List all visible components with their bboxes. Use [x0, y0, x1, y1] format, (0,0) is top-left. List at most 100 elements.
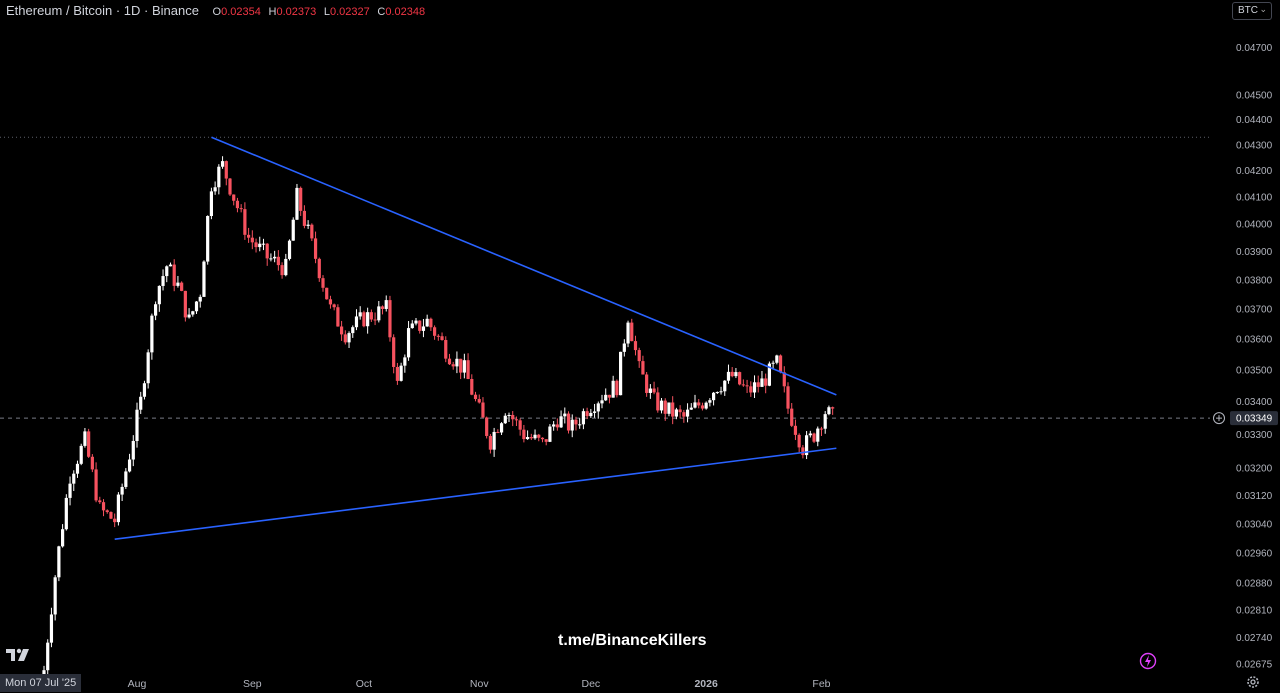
tradingview-logo-icon[interactable]	[6, 647, 32, 663]
y-tick-label: 0.03300	[1236, 430, 1273, 441]
candle-up	[64, 497, 68, 530]
candle-down	[362, 312, 366, 327]
candle-down	[537, 434, 541, 438]
candle-up	[46, 642, 50, 671]
candle-down	[302, 210, 306, 226]
candle-up	[306, 224, 310, 226]
gear-icon[interactable]	[1245, 674, 1261, 690]
candle-down	[440, 336, 444, 341]
candle-down	[90, 456, 94, 470]
chevron-down-icon: ⌄	[1259, 4, 1267, 14]
candle-up	[559, 416, 563, 428]
candle-down	[336, 307, 340, 327]
candle-up	[187, 314, 191, 318]
candle-down	[105, 510, 109, 513]
candle-down	[299, 187, 303, 211]
high-value: 0.02373	[276, 6, 317, 18]
candle-up	[421, 326, 426, 331]
candle-up	[120, 486, 124, 495]
candle-up	[406, 328, 411, 358]
x-tick-label: Oct	[356, 678, 372, 690]
candle-down	[313, 238, 318, 259]
candle-down	[741, 384, 745, 386]
candle-up	[648, 388, 652, 393]
candle-up	[674, 409, 678, 417]
candle-down	[585, 411, 589, 417]
candle-up	[131, 440, 135, 460]
candle-up	[116, 494, 120, 523]
candle-up	[168, 264, 173, 267]
candle-up	[75, 463, 80, 474]
candle-down	[529, 437, 533, 439]
y-tick-label: 0.03400	[1236, 397, 1273, 408]
candle-up	[767, 363, 771, 386]
candle-down	[473, 394, 478, 400]
high-label: H	[268, 6, 277, 18]
candle-up	[157, 285, 161, 305]
candle-up	[72, 473, 76, 484]
candle-up	[581, 411, 585, 425]
candle-down	[615, 380, 619, 396]
candle-down	[764, 378, 768, 386]
candle-down	[98, 500, 102, 503]
candle-up	[533, 434, 537, 439]
candle-down	[555, 424, 559, 428]
trendline-upper	[211, 136, 837, 396]
candle-up	[61, 529, 65, 547]
candle-down	[749, 386, 753, 393]
candle-up	[206, 216, 210, 262]
candle-down	[812, 433, 816, 442]
y-tick-label: 0.04500	[1236, 91, 1273, 102]
candle-down	[481, 402, 485, 418]
price-axis	[1210, 20, 1280, 693]
plus-circle-icon	[1213, 412, 1225, 425]
candle-down	[797, 434, 801, 448]
candle-up	[258, 243, 262, 248]
y-tick-label: 0.04000	[1236, 219, 1273, 230]
candle-up	[198, 296, 202, 302]
candle-up	[589, 412, 593, 417]
candle-up	[384, 300, 388, 309]
candle-up	[715, 392, 719, 394]
open-label: O	[212, 6, 222, 18]
candle-up	[689, 407, 693, 410]
x-tick-label: 2026	[694, 678, 718, 690]
candle-up	[399, 365, 403, 381]
candle-up	[347, 333, 351, 343]
candle-down	[514, 419, 519, 421]
candle-down	[247, 234, 251, 238]
candle-down	[418, 320, 422, 331]
candle-up	[619, 351, 623, 396]
close-value: 0.02348	[385, 6, 426, 18]
candle-up	[269, 258, 273, 260]
lightning-icon[interactable]	[1139, 652, 1157, 670]
candle-down	[641, 361, 645, 375]
candle-up	[760, 378, 764, 387]
candle-down	[429, 318, 433, 328]
candle-up	[284, 258, 288, 276]
candle-down	[652, 388, 656, 393]
candle-up	[165, 266, 169, 277]
currency-selector[interactable]: BTC ⌄	[1232, 2, 1272, 20]
y-tick-label: 0.02880	[1236, 579, 1273, 590]
candle-up	[351, 327, 355, 334]
candle-down	[756, 382, 760, 387]
candle-down	[109, 512, 113, 519]
candle-down	[388, 300, 392, 338]
candle-down	[343, 334, 347, 343]
candle-down	[778, 355, 783, 373]
candle-up	[124, 471, 128, 487]
trendline-lower	[114, 447, 837, 540]
candle-down	[522, 429, 526, 440]
candle-up	[752, 382, 757, 393]
candle-up	[611, 380, 615, 398]
candle-up	[659, 400, 664, 411]
symbol-title[interactable]: Ethereum / Bitcoin · 1D · Binance	[6, 3, 199, 18]
open-value: 0.02354	[221, 6, 261, 18]
candle-up	[775, 355, 779, 363]
candle-down	[332, 304, 336, 308]
candle-down	[682, 412, 686, 417]
candle-down	[511, 414, 515, 420]
candle-up	[693, 402, 697, 408]
